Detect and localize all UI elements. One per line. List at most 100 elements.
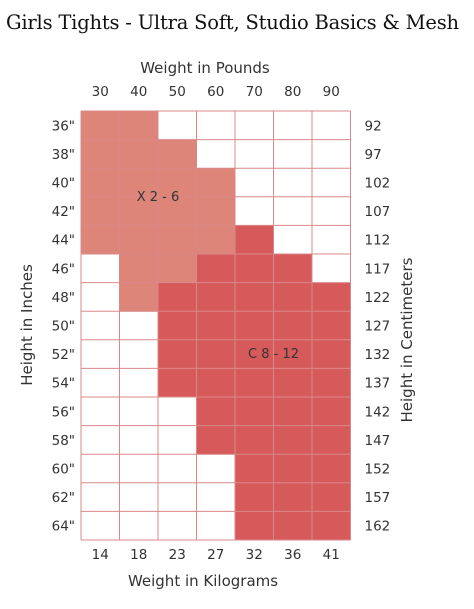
size-cell [196, 311, 236, 341]
size-cell [312, 368, 351, 398]
size-cell [196, 225, 236, 255]
size-cell [273, 368, 313, 398]
size-cell [273, 454, 313, 484]
y-right-tick-label: 102 [365, 176, 391, 192]
size-cell [158, 339, 197, 369]
size-cell [196, 254, 236, 283]
size-cell [273, 339, 313, 369]
y-right-tick-label: 107 [365, 204, 391, 220]
y-right-tick-label: 162 [365, 519, 391, 535]
x-top-tick-label: 90 [323, 84, 340, 100]
size-cell [158, 168, 197, 198]
size-cells [81, 111, 351, 541]
size-cell [235, 397, 274, 426]
y-left-tick-label: 62" [52, 490, 75, 506]
size-cell [312, 311, 351, 341]
size-cell [312, 397, 351, 426]
size-cell [273, 397, 313, 426]
size-region-label: X 2 - 6 [137, 190, 180, 205]
size-cell [119, 196, 159, 226]
y-right-tick-label: 92 [365, 118, 382, 134]
size-cell [196, 282, 236, 312]
size-cell [196, 196, 236, 226]
y-right-tick-label: 117 [365, 261, 391, 277]
size-cell [273, 254, 313, 283]
y-left-tick-label: 44" [52, 233, 75, 249]
size-cell [158, 196, 197, 226]
size-cell [235, 225, 274, 255]
y-right-tick-label: 142 [365, 404, 391, 420]
y-left-tick-label: 36" [52, 118, 75, 134]
x-top-tick-label: 80 [284, 84, 301, 100]
size-cell [235, 454, 274, 484]
y-left-tick-label: 48" [52, 290, 75, 306]
y-right-tick-label: 132 [365, 347, 391, 363]
size-cell [235, 282, 274, 312]
y-left-tick-label: 40" [52, 176, 75, 192]
y-left-tick-label: 46" [52, 261, 75, 277]
y-left-tick-label: 56" [52, 404, 75, 420]
size-cell [235, 339, 274, 369]
size-cell [81, 196, 120, 226]
y-left-tick-label: 42" [52, 204, 75, 220]
tick-labels: 30 40 50 60 70 80 90 14 18 23 27 32 36 41 36" 38" 40" 42"… [52, 84, 391, 563]
y-right-tick-label: 127 [365, 319, 391, 335]
size-cell [81, 139, 120, 169]
y-right-tick-label: 147 [365, 433, 391, 449]
y-right-tick-label: 122 [365, 290, 391, 306]
size-cell [312, 511, 351, 541]
size-cell [273, 482, 313, 512]
x-top-axis-title: Weight in Pounds [140, 59, 270, 77]
size-cell [312, 454, 351, 484]
size-cell [273, 311, 313, 341]
x-bottom-tick-label: 18 [130, 547, 147, 563]
size-cell [119, 282, 159, 312]
size-cell [158, 368, 197, 398]
y-left-tick-label: 38" [52, 147, 75, 163]
x-bottom-tick-label: 32 [246, 547, 263, 563]
y-left-tick-label: 54" [52, 376, 75, 392]
x-top-tick-label: 40 [130, 84, 147, 100]
size-cell [235, 311, 274, 341]
y-right-axis-title: Height in Centimeters [398, 257, 416, 422]
y-right-tick-label: 112 [365, 233, 391, 249]
size-cell [235, 425, 274, 455]
x-top-tick-label: 60 [207, 84, 224, 100]
y-left-tick-label: 52" [52, 347, 75, 363]
y-left-tick-label: 60" [52, 462, 75, 478]
size-cell [81, 111, 120, 140]
size-cell [119, 111, 159, 140]
x-top-tick-label: 50 [169, 84, 186, 100]
size-cell [119, 225, 159, 255]
x-bottom-axis-title: Weight in Kilograms [128, 572, 278, 590]
size-cell [158, 282, 197, 312]
size-cell [119, 139, 159, 169]
x-bottom-tick-label: 14 [92, 547, 109, 563]
size-cell [158, 254, 197, 283]
size-cell [196, 168, 236, 198]
y-right-tick-label: 137 [365, 376, 391, 392]
size-cell [312, 282, 351, 312]
size-cell [235, 254, 274, 283]
y-right-tick-label: 97 [365, 147, 382, 163]
size-cell [81, 225, 120, 255]
grid-lines [80, 110, 351, 541]
size-cell [119, 254, 159, 283]
x-bottom-tick-label: 23 [169, 547, 186, 563]
page-title: Girls Tights - Ultra Soft, Studio Basics… [6, 11, 459, 34]
size-cell [81, 168, 120, 198]
size-cell [235, 511, 274, 541]
size-cell [196, 368, 236, 398]
size-cell [312, 482, 351, 512]
x-top-tick-label: 70 [246, 84, 263, 100]
size-cell [196, 425, 236, 455]
size-cell [158, 139, 197, 169]
size-cell [119, 168, 159, 198]
size-region-label: C 8 - 12 [248, 347, 299, 362]
size-cell [158, 225, 197, 255]
size-cell [158, 311, 197, 341]
size-cell [235, 482, 274, 512]
x-top-tick-label: 30 [92, 84, 109, 100]
y-left-axis-title: Height in Inches [18, 264, 36, 386]
